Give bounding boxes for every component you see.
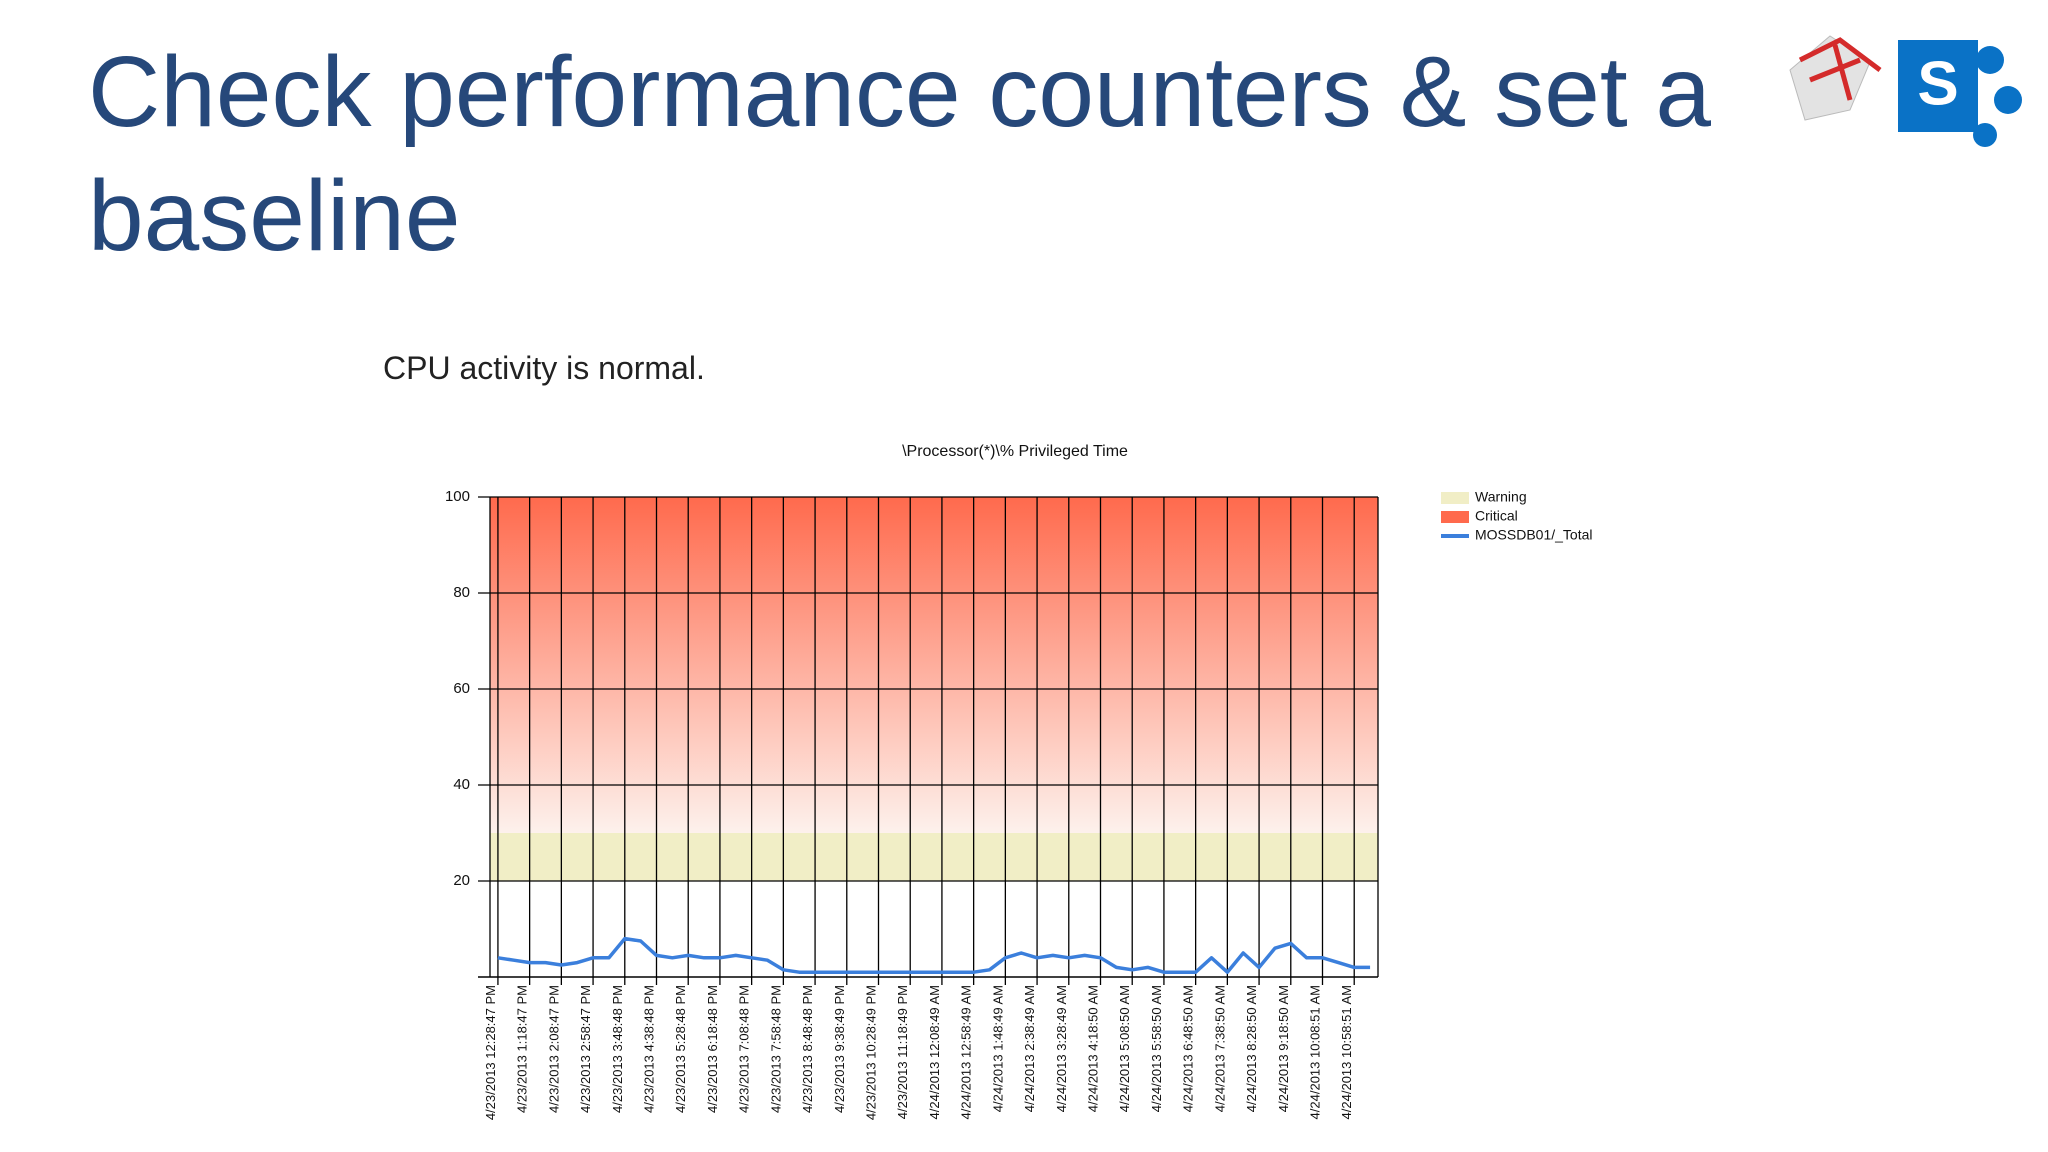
y-tick-label: 60	[453, 680, 470, 697]
x-tick-label: 4/23/2013 7:58:48 PM	[768, 985, 784, 1113]
x-tick-label: 4/23/2013 5:28:48 PM	[673, 985, 689, 1113]
x-tick-label: 4/23/2013 9:38:49 PM	[831, 985, 847, 1113]
x-tick-label: 4/23/2013 7:08:48 PM	[736, 985, 752, 1113]
x-tick-label: 4/24/2013 5:58:50 AM	[1148, 985, 1164, 1113]
x-tick-label: 4/24/2013 5:08:50 AM	[1117, 985, 1133, 1113]
band	[490, 497, 1378, 833]
x-tick-label: 4/23/2013 1:18:47 PM	[514, 985, 530, 1113]
x-tick-label: 4/23/2013 8:48:48 PM	[800, 985, 816, 1113]
x-tick-label: 4/24/2013 8:28:50 AM	[1244, 985, 1260, 1113]
band	[490, 833, 1378, 881]
legend-label: Warning	[1475, 489, 1527, 505]
x-tick-label: 4/24/2013 3:28:49 AM	[1053, 985, 1069, 1113]
y-tick-label: 100	[445, 488, 470, 505]
x-tick-label: 4/23/2013 11:18:49 PM	[895, 985, 911, 1120]
logo-dot	[1994, 86, 2022, 114]
legend-swatch	[1441, 492, 1469, 504]
chart-title: \Processor(*)\% Privileged Time	[902, 443, 1128, 460]
logo-dot	[1973, 123, 1997, 147]
x-tick-label: 4/24/2013 4:18:50 AM	[1085, 985, 1101, 1113]
x-tick-label: 4/24/2013 1:48:49 AM	[990, 985, 1006, 1113]
legend-swatch	[1441, 534, 1469, 538]
x-tick-label: 4/23/2013 2:08:47 PM	[546, 985, 562, 1113]
legend-label: MOSSDB01/_Total	[1475, 527, 1593, 543]
slide-title: Check performance counters & set a basel…	[88, 36, 1711, 272]
x-tick-label: 4/24/2013 7:38:50 AM	[1212, 985, 1228, 1113]
logo-text: S	[1917, 49, 1958, 118]
x-tick-label: 4/24/2013 10:08:51 AM	[1307, 985, 1323, 1120]
subtitle: CPU activity is normal.	[383, 350, 705, 386]
x-tick-label: 4/23/2013 6:18:48 PM	[704, 985, 720, 1113]
legend-label: Critical	[1475, 508, 1518, 524]
logo-shape	[1798, 37, 1882, 101]
x-tick-label: 4/24/2013 6:48:50 AM	[1180, 985, 1196, 1113]
y-tick-label: 80	[453, 584, 470, 601]
x-tick-label: 4/24/2013 2:38:49 AM	[1022, 985, 1038, 1113]
logo: S	[1789, 35, 2022, 147]
x-tick-label: 4/24/2013 12:58:49 AM	[958, 985, 974, 1120]
y-tick-label: 20	[453, 872, 470, 889]
x-tick-label: 4/24/2013 10:58:51 AM	[1339, 985, 1355, 1120]
logo-shape	[1789, 35, 1871, 121]
series-line	[497, 936, 1371, 974]
x-tick-label: 4/23/2013 4:38:48 PM	[641, 985, 657, 1113]
y-tick-label: 40	[453, 776, 470, 793]
logo-square	[1898, 40, 1978, 132]
legend-swatch	[1441, 511, 1469, 523]
x-tick-label: 4/23/2013 3:48:48 PM	[609, 985, 625, 1113]
x-tick-label: 4/24/2013 12:08:49 AM	[926, 985, 942, 1120]
x-tick-label: 4/23/2013 12:28:47 PM	[482, 985, 498, 1121]
x-tick-label: 4/23/2013 2:58:47 PM	[578, 985, 594, 1113]
x-tick-label: 4/23/2013 10:28:49 PM	[863, 985, 879, 1121]
x-tick-label: 4/24/2013 9:18:50 AM	[1275, 985, 1291, 1113]
logo-dot	[1976, 46, 2004, 74]
